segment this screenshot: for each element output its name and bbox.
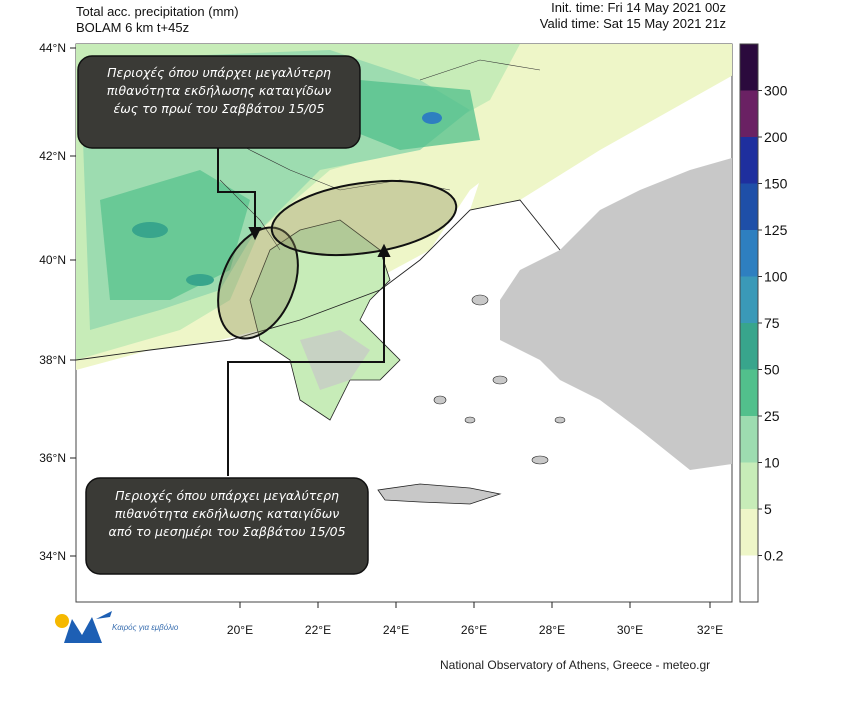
model-label: BOLAM 6 km t+45z (76, 20, 190, 35)
colorbar-label: 100 (764, 269, 788, 285)
colorbar-segment (740, 323, 758, 370)
lat-label: 42°N (39, 149, 66, 163)
callout-top-text: Περιοχές όπου υπάρχει μεγαλύτερη πιθανότη… (107, 65, 332, 116)
colorbar-label: 150 (764, 176, 788, 192)
lon-label: 22°E (305, 623, 331, 637)
footer-credit: National Observatory of Athens, Greece -… (440, 658, 711, 672)
colorbar-segment (740, 369, 758, 416)
lon-label: 26°E (461, 623, 487, 637)
colorbar-label: 75 (764, 315, 780, 331)
lat-label: 38°N (39, 353, 66, 367)
lon-label: 20°E (227, 623, 253, 637)
colorbar-segment (740, 90, 758, 137)
logo-text: Καιρός για εμβόλιο (112, 623, 179, 632)
colorbar-segment (740, 44, 758, 91)
lon-axis: 20°E 22°E 24°E 26°E 28°E 30°E 32°E (227, 602, 723, 637)
map-header-right: Init. time: Fri 14 May 2021 00z Valid ti… (540, 0, 726, 32)
colorbar-segment (740, 416, 758, 463)
colorbar-label: 5 (764, 501, 772, 517)
colorbar-segment (740, 555, 758, 602)
colorbar-label: 300 (764, 83, 788, 99)
colorbar-segment (740, 276, 758, 323)
callout-bottom: Περιοχές όπου υπάρχει μεγαλύτερη πιθανότη… (85, 477, 369, 575)
callout-bottom-text: Περιοχές όπου υπάρχει μεγαλύτερη πιθανότη… (108, 488, 345, 539)
lat-label: 36°N (39, 451, 66, 465)
storm-area-west (217, 226, 299, 340)
storm-area-north (270, 180, 458, 256)
lat-label: 34°N (39, 549, 66, 563)
colorbar-label: 0.2 (764, 548, 784, 564)
colorbar-segment (740, 230, 758, 277)
colorbar-label: 10 (764, 455, 780, 471)
lat-axis: 44°N 42°N 40°N 38°N 36°N 34°N (39, 41, 76, 563)
colorbar-label: 50 (764, 362, 780, 378)
colorbar-label: 25 (764, 408, 780, 424)
colorbar-segment (740, 183, 758, 230)
callout-top: Περιοχές όπου υπάρχει μεγαλύτερη πιθανότη… (77, 55, 361, 149)
callout-arrows (217, 146, 391, 476)
map-title: Total acc. precipitation (mm) (76, 4, 239, 19)
colorbar-label: 200 (764, 129, 788, 145)
lon-label: 30°E (617, 623, 643, 637)
colorbar: 300 200 150 125 100 75 50 25 10 5 0.2 (739, 43, 788, 603)
logo-icon (55, 611, 112, 643)
valid-time: Valid time: Sat 15 May 2021 21z (539, 16, 726, 31)
lat-label: 44°N (39, 41, 66, 55)
meteo-logo: Καιρός για εμβόλιο (52, 607, 182, 657)
lon-label: 28°E (539, 623, 565, 637)
lon-label: 24°E (383, 623, 409, 637)
colorbar-label: 125 (764, 222, 788, 238)
colorbar-segment (740, 462, 758, 509)
lat-label: 40°N (39, 253, 66, 267)
init-time: Init. time: Fri 14 May 2021 00z (551, 0, 726, 15)
colorbar-segment (740, 137, 758, 184)
map-header-left: Total acc. precipitation (mm) BOLAM 6 km… (76, 4, 239, 36)
colorbar-segment (740, 509, 758, 556)
lon-label: 32°E (697, 623, 723, 637)
